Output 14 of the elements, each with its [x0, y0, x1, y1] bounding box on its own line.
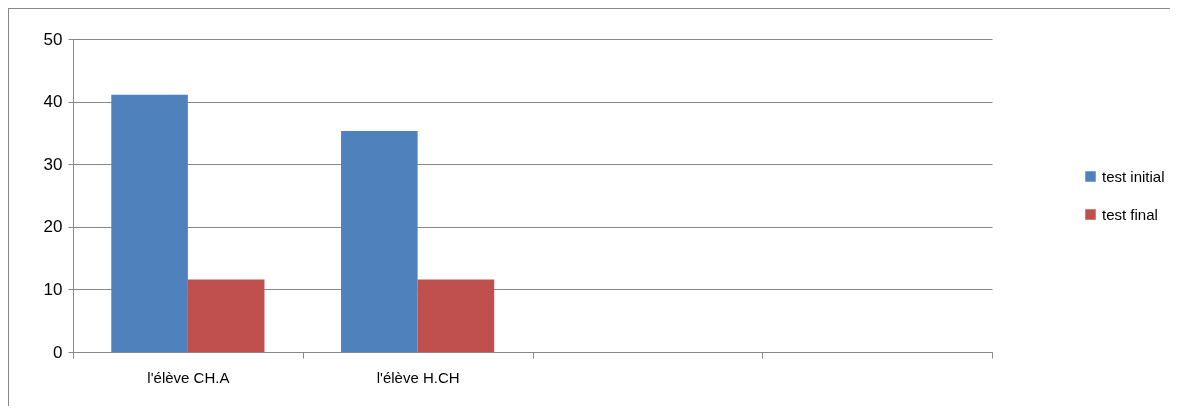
- y-tick-label: 10: [43, 279, 63, 299]
- y-tick-label: 0: [53, 342, 63, 362]
- bar: [417, 279, 495, 352]
- x-tick-label: l'élève CH.A: [147, 368, 230, 386]
- y-tick-label: 20: [43, 217, 63, 237]
- bar: [111, 94, 188, 352]
- y-tick-label: 30: [43, 154, 63, 174]
- bar: [187, 279, 265, 352]
- legend-label: test final: [1102, 205, 1158, 223]
- x-tick-label: l'élève H.CH: [376, 368, 460, 386]
- y-tick-label: 40: [43, 92, 63, 112]
- legend-label: test initial: [1102, 167, 1165, 185]
- y-tick-label: 50: [43, 29, 63, 49]
- bar: [341, 131, 418, 352]
